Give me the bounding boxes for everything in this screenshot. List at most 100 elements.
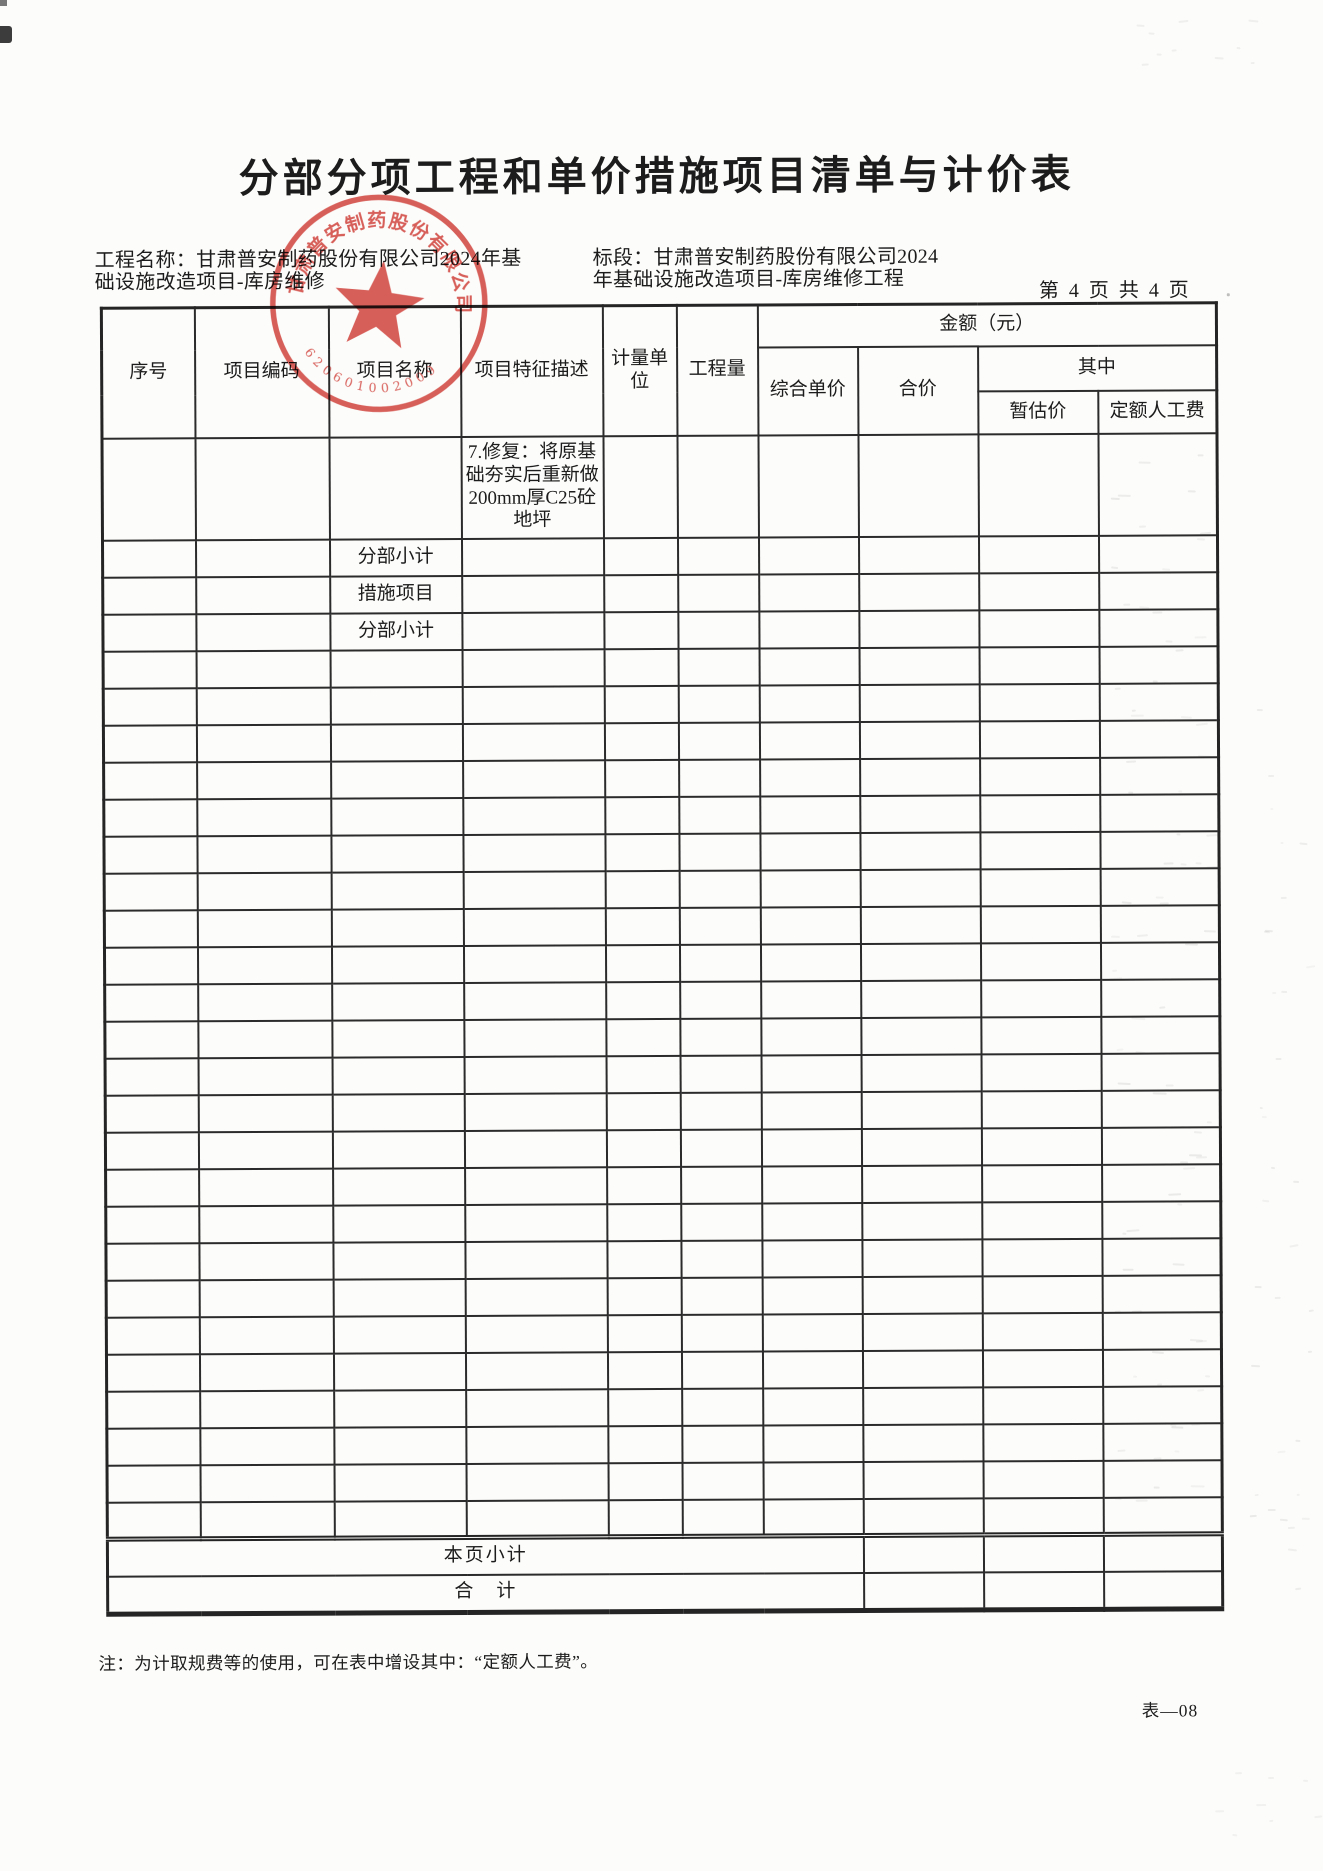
table-cell (982, 1386, 1103, 1424)
table-cell (197, 983, 332, 1021)
table-cell (105, 1057, 199, 1096)
table-row: 分部小计 (102, 608, 1219, 652)
table-cell (102, 576, 196, 615)
table-cell (860, 1016, 982, 1055)
table-row (105, 1089, 1221, 1133)
table-cell (979, 794, 1100, 832)
table-cell (862, 1312, 983, 1351)
header-seq: 序号 (101, 307, 195, 439)
table-cell (330, 760, 463, 799)
table-cell (1101, 1163, 1221, 1202)
table-cell (1099, 645, 1219, 684)
table-row (106, 1385, 1222, 1429)
table-cell (197, 872, 332, 910)
table-cell (1098, 534, 1218, 573)
form-code: 表—08 (1141, 1700, 1199, 1721)
table-cell (759, 832, 861, 871)
table-cell (104, 946, 198, 985)
table-cell (604, 796, 679, 834)
table-cell (606, 1055, 681, 1093)
table-cell (1100, 978, 1220, 1017)
table-cell (198, 1094, 333, 1132)
table-cell (464, 1092, 607, 1131)
table-cell (977, 433, 1099, 536)
table-cell (465, 1277, 608, 1316)
table-cell (761, 1165, 862, 1204)
table-cell (760, 906, 861, 945)
table-cell (676, 435, 759, 538)
project-name-label: 工程名称： (94, 249, 197, 272)
table-cell (863, 1534, 984, 1573)
table-cell (332, 1241, 466, 1280)
table-cell (758, 610, 860, 649)
table-cell (1103, 1533, 1223, 1572)
table-cell: 合 计 (107, 1572, 864, 1615)
footnote: 注：为计取规费等的使用，可在表中增设其中：“定额人工费”。 (98, 1651, 599, 1674)
table-cell (859, 831, 981, 870)
table-cell (677, 574, 759, 612)
table-cell (464, 1166, 607, 1205)
table-cell (196, 724, 331, 762)
table-cell (980, 979, 1101, 1017)
table-cell (761, 1054, 862, 1093)
table-cell (604, 685, 679, 723)
table-cell (101, 437, 196, 541)
table-cell (979, 757, 1100, 795)
table-cell (680, 1092, 762, 1130)
table-cell (1098, 608, 1219, 647)
table-cell (982, 1312, 1103, 1350)
table-cell (677, 611, 760, 649)
table-cell: 分部小计 (329, 612, 463, 651)
table-cell (607, 1277, 682, 1315)
table-cell (981, 1053, 1102, 1091)
table-cell (463, 944, 606, 983)
table-cell (682, 1499, 764, 1537)
table-cell (862, 1275, 983, 1314)
table-row (105, 1200, 1221, 1244)
table-cell (466, 1462, 609, 1501)
table-cell (680, 1055, 762, 1093)
table-cell (677, 537, 759, 575)
table-cell (678, 759, 760, 797)
table-cell (681, 1351, 763, 1389)
table-cell (983, 1460, 1104, 1498)
table-cell (980, 868, 1101, 906)
table-cell (760, 943, 861, 982)
table-row (107, 1459, 1223, 1503)
table-cell (197, 1020, 333, 1058)
table-cell (983, 1534, 1104, 1572)
table-cell (762, 1276, 863, 1315)
table-cell (331, 871, 464, 910)
table-cell (462, 833, 606, 872)
table-cell (759, 721, 860, 760)
table-cell (680, 1203, 762, 1241)
table-cell (106, 1390, 200, 1429)
table-cell (860, 942, 981, 981)
table-cell: 7.修复：将原基础夯实后重新做200mm厚C25砼地坪 (460, 435, 604, 539)
table-cell (762, 1350, 863, 1389)
table-cell (105, 1168, 199, 1207)
table-cell (679, 1018, 762, 1056)
header-amount-group: 金额（元） (757, 302, 1217, 348)
table-cell (332, 1130, 465, 1169)
table-row (105, 1163, 1221, 1207)
table-cell (197, 946, 332, 984)
table-cell (106, 1353, 200, 1392)
table-body: 7.修复：将原基础夯实后重新做200mm厚C25砼地坪 分部小计 措施项目 分部小计本… (101, 432, 1223, 1615)
table-cell (980, 942, 1101, 980)
section-label: 标段： (592, 247, 654, 270)
table-cell (1099, 682, 1219, 721)
table-cell: 本页小计 (107, 1535, 864, 1577)
table-cell (106, 1427, 201, 1466)
scan-edge-artifact (0, 0, 7, 6)
table-row (105, 1237, 1222, 1281)
table-cell (860, 979, 981, 1018)
table-cell (604, 722, 679, 760)
table-cell (607, 1351, 682, 1389)
table-row (104, 941, 1220, 985)
table-cell (103, 650, 197, 689)
table-cell (198, 1131, 333, 1169)
table-cell (757, 434, 859, 538)
table-cell (103, 761, 197, 800)
table-cell (981, 1201, 1102, 1239)
